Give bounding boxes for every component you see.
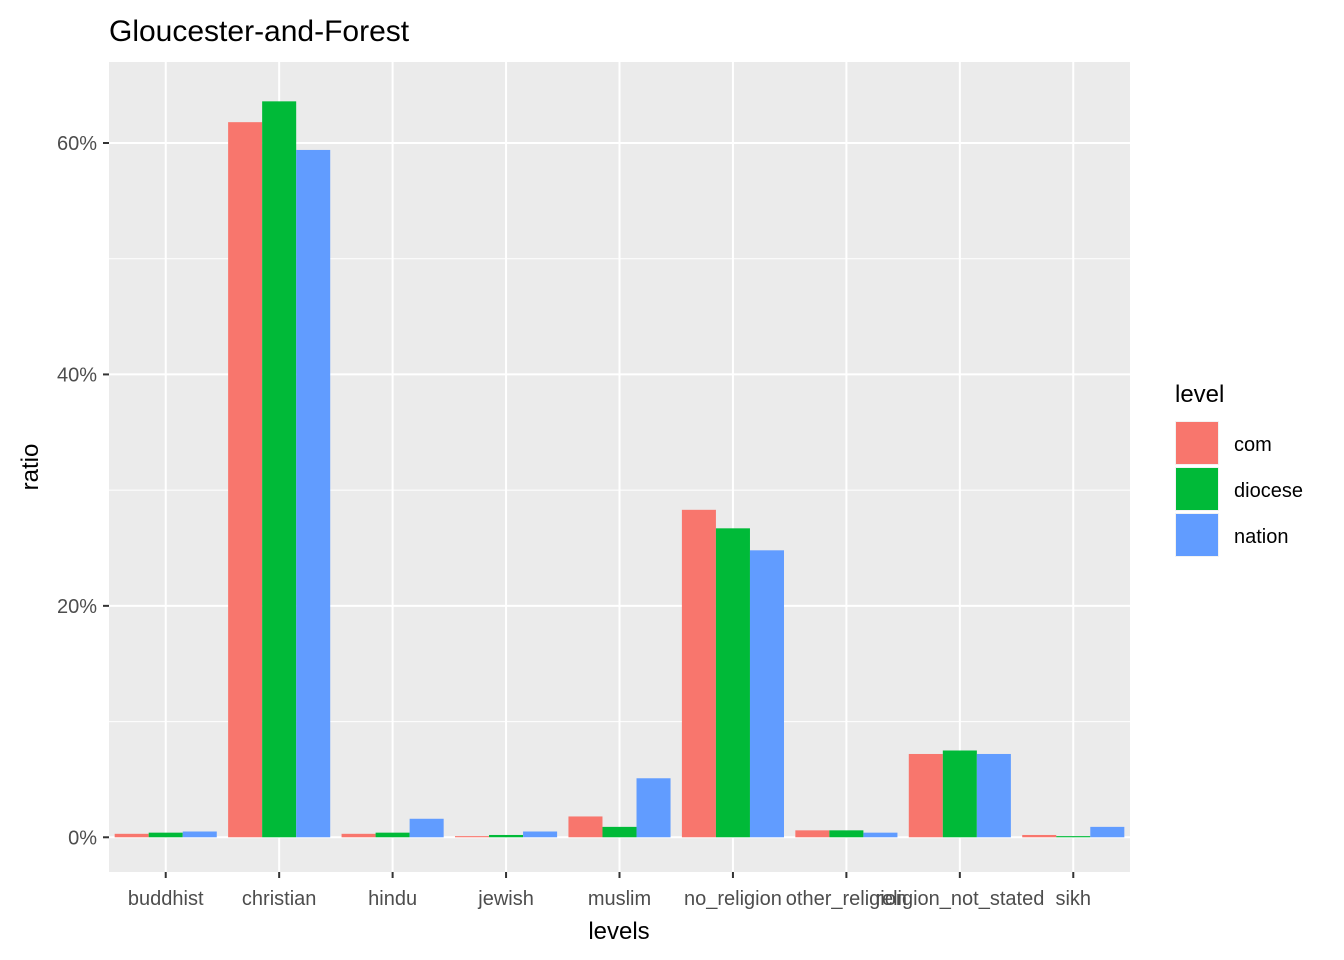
x-tick-label: christian — [242, 888, 316, 910]
bar-com-religion_not_stated — [908, 753, 943, 838]
bar-com-jewish — [455, 836, 490, 838]
bar-com-buddhist — [114, 833, 149, 838]
bar-diocese-no_religion — [715, 528, 750, 838]
legend-title: level — [1175, 381, 1224, 408]
y-axis: 0% 20% 40% 60% — [57, 133, 109, 849]
x-axis: buddhist christian hindu jewish muslim no_rel… — [128, 872, 1091, 910]
bar-diocese-religion_not_stated — [942, 750, 977, 838]
bar-diocese-hindu — [375, 832, 410, 838]
bar-diocese-sikh — [1056, 836, 1091, 838]
legend-label-com: com — [1234, 434, 1272, 456]
x-tick-label: buddhist — [128, 888, 204, 910]
bar-nation-jewish — [523, 831, 558, 838]
y-axis-title: ratio — [17, 444, 44, 491]
bars — [114, 101, 1125, 838]
bar-nation-muslim — [636, 778, 671, 838]
bar-nation-christian — [296, 149, 331, 838]
bar-nation-no_religion — [749, 550, 784, 838]
legend-swatch-com — [1176, 422, 1218, 464]
bar-com-muslim — [568, 816, 603, 838]
bar-com-hindu — [341, 833, 376, 838]
bar-nation-buddhist — [182, 831, 217, 838]
bar-nation-other_religion — [863, 832, 898, 838]
bar-diocese-muslim — [602, 826, 637, 838]
bar-diocese-other_religion — [829, 830, 864, 838]
bar-diocese-jewish — [489, 834, 524, 838]
bar-diocese-buddhist — [148, 832, 183, 838]
y-tick-label: 20% — [57, 596, 97, 618]
chart-title: Gloucester-and-Forest — [109, 15, 410, 48]
x-tick-label: muslim — [588, 888, 651, 910]
x-tick-label: hindu — [368, 888, 417, 910]
x-tick-label: religion_not_stated — [875, 888, 1044, 910]
legend-swatch-diocese — [1176, 468, 1218, 510]
bar-com-other_religion — [795, 830, 830, 838]
x-tick-label: other_religion — [786, 888, 907, 910]
legend-label-nation: nation — [1234, 526, 1289, 548]
legend-swatch-nation — [1176, 514, 1218, 556]
bar-diocese-christian — [262, 101, 297, 838]
x-axis-title: levels — [588, 918, 649, 945]
x-tick-label: sikh — [1055, 888, 1091, 910]
x-tick-label: jewish — [477, 888, 534, 910]
y-tick-label: 0% — [68, 827, 97, 849]
bar-nation-hindu — [409, 818, 444, 838]
legend-label-diocese: diocese — [1234, 480, 1303, 502]
legend: level com diocese nation — [1175, 381, 1303, 557]
y-tick-label: 40% — [57, 364, 97, 386]
bar-com-sikh — [1022, 834, 1057, 838]
bar-nation-religion_not_stated — [976, 753, 1011, 838]
bar-nation-sikh — [1090, 826, 1125, 838]
bar-com-christian — [228, 122, 263, 838]
x-tick-label: no_religion — [684, 888, 782, 910]
y-tick-label: 60% — [57, 133, 97, 155]
bar-com-no_religion — [681, 509, 716, 838]
